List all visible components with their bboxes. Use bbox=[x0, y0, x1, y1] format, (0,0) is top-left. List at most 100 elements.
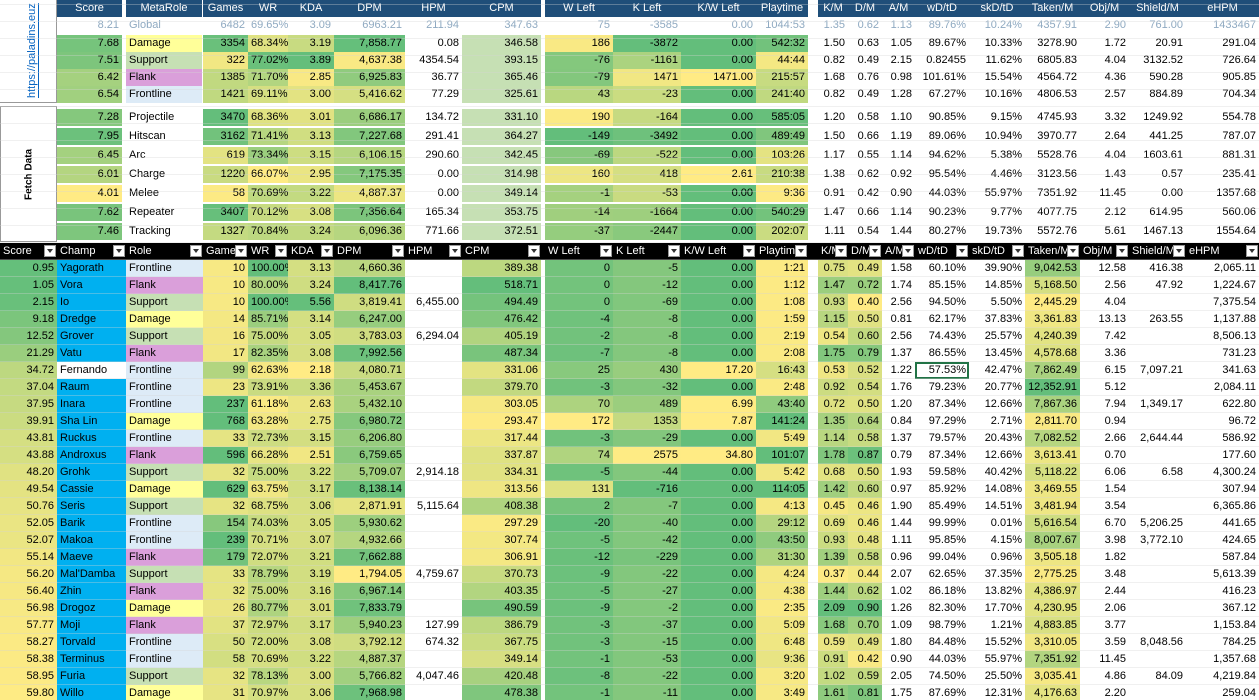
champ-row-15-cell-3[interactable]: 154 bbox=[203, 515, 248, 532]
champ-row-13-cell-8[interactable]: 313.56 bbox=[462, 481, 541, 498]
role-row-1-cell-14[interactable]: 2.15 bbox=[882, 52, 915, 69]
champ-row-9-cell-13[interactable]: 1.35 bbox=[818, 413, 848, 430]
champ-row-22-cell-13[interactable]: 0.59 bbox=[818, 634, 848, 651]
champ-row-7-cell-1[interactable]: Raum bbox=[57, 379, 126, 396]
champ-row-2-cell-8[interactable]: 494.49 bbox=[462, 294, 541, 311]
champ-row-10-cell-3[interactable]: 33 bbox=[203, 430, 248, 447]
champ-row-9-cell-8[interactable]: 293.47 bbox=[462, 413, 541, 430]
top-header-3[interactable]: WR bbox=[248, 0, 288, 17]
champ-row-24-cell-5[interactable]: 3.00 bbox=[288, 668, 334, 685]
type-row-2-cell-18[interactable]: 4.04 bbox=[1080, 147, 1129, 164]
champ-row-6-cell-1[interactable]: Fernando bbox=[57, 362, 126, 379]
role-row-0-cell-6[interactable]: 0.08 bbox=[405, 35, 462, 52]
global-cell-7[interactable]: 347.63 bbox=[462, 17, 541, 34]
champ-row-7-cell-18[interactable]: 12,352.91 bbox=[1025, 379, 1080, 396]
champ-row-6-cell-3[interactable]: 99 bbox=[203, 362, 248, 379]
champ-row-4-cell-13[interactable]: 0.54 bbox=[818, 328, 848, 345]
champ-row-19-cell-8[interactable]: 403.35 bbox=[462, 583, 541, 600]
champ-row-19-cell-13[interactable]: 1.44 bbox=[818, 583, 848, 600]
type-row-0-cell-6[interactable]: 134.72 bbox=[405, 109, 462, 126]
global-cell-15[interactable]: 89.76% bbox=[915, 17, 969, 34]
champ-row-9-cell-15[interactable]: 0.84 bbox=[882, 413, 915, 430]
champ-row-24-cell-8[interactable]: 420.48 bbox=[462, 668, 541, 685]
type-row-4-cell-6[interactable]: 0.00 bbox=[405, 185, 462, 202]
champ-row-24-cell-18[interactable]: 3,035.41 bbox=[1025, 668, 1080, 685]
filter-header-6[interactable]: DPM bbox=[334, 243, 405, 260]
type-row-2-cell-17[interactable]: 5528.76 bbox=[1025, 147, 1080, 164]
top-header-10[interactable]: K/W Left bbox=[681, 0, 756, 17]
filter-header-7[interactable]: HPM bbox=[405, 243, 462, 260]
filter-header-11[interactable]: K/W Left bbox=[681, 243, 756, 260]
filter-header-17[interactable]: skD/tD bbox=[969, 243, 1025, 260]
champ-row-25-cell-18[interactable]: 4,176.63 bbox=[1025, 685, 1080, 700]
champ-row-1-cell-15[interactable]: 1.74 bbox=[882, 277, 915, 294]
champ-row-22-cell-15[interactable]: 1.80 bbox=[882, 634, 915, 651]
champ-row-23-cell-15[interactable]: 0.90 bbox=[882, 651, 915, 668]
type-row-0-cell-19[interactable]: 1249.92 bbox=[1129, 109, 1186, 126]
type-row-2-cell-2[interactable]: 619 bbox=[203, 147, 248, 164]
champ-row-15-cell-4[interactable]: 74.03% bbox=[248, 515, 288, 532]
type-row-2-cell-19[interactable]: 1603.61 bbox=[1129, 147, 1186, 164]
champ-row-12-cell-4[interactable]: 75.00% bbox=[248, 464, 288, 481]
champ-row-1-cell-6[interactable]: 8,417.76 bbox=[334, 277, 405, 294]
champ-row-2-cell-1[interactable]: Io bbox=[57, 294, 126, 311]
role-row-3-cell-16[interactable]: 10.16% bbox=[969, 86, 1025, 103]
champ-row-19-cell-5[interactable]: 3.16 bbox=[288, 583, 334, 600]
champ-row-13-cell-6[interactable]: 8,138.14 bbox=[334, 481, 405, 498]
type-row-4-cell-13[interactable]: 0.42 bbox=[848, 185, 882, 202]
champ-row-13-cell-19[interactable]: 1.54 bbox=[1080, 481, 1129, 498]
champ-row-13-cell-7[interactable] bbox=[405, 481, 462, 498]
type-row-4-cell-20[interactable]: 1357.68 bbox=[1186, 185, 1259, 202]
type-row-5-cell-12[interactable]: 1.47 bbox=[818, 204, 848, 221]
champ-row-5-cell-19[interactable]: 3.36 bbox=[1080, 345, 1129, 362]
type-row-1-cell-14[interactable]: 1.19 bbox=[882, 128, 915, 145]
champ-row-12-cell-6[interactable]: 5,709.07 bbox=[334, 464, 405, 481]
type-row-4-cell-12[interactable]: 0.91 bbox=[818, 185, 848, 202]
champ-row-15-cell-21[interactable]: 441.65 bbox=[1186, 515, 1259, 532]
champ-row-3-cell-2[interactable]: Damage bbox=[126, 311, 203, 328]
type-row-5-cell-5[interactable]: 7,356.64 bbox=[334, 204, 405, 221]
champ-row-9-cell-11[interactable]: 7.87 bbox=[681, 413, 756, 430]
champ-row-11-cell-7[interactable] bbox=[405, 447, 462, 464]
champ-row-9-cell-7[interactable] bbox=[405, 413, 462, 430]
champ-row-0-cell-12[interactable]: 1:21 bbox=[756, 260, 808, 277]
champ-row-14-cell-4[interactable]: 68.75% bbox=[248, 498, 288, 515]
champ-row-14-cell-11[interactable]: 0.00 bbox=[681, 498, 756, 515]
type-row-0-cell-16[interactable]: 9.15% bbox=[969, 109, 1025, 126]
champ-row-15-cell-15[interactable]: 1.44 bbox=[882, 515, 915, 532]
champ-row-24-cell-1[interactable]: Furia bbox=[57, 668, 126, 685]
role-row-3-cell-3[interactable]: 69.11% bbox=[248, 86, 288, 103]
role-row-1-cell-3[interactable]: 77.02% bbox=[248, 52, 288, 69]
champ-row-2-cell-7[interactable]: 6,455.00 bbox=[405, 294, 462, 311]
champ-row-14-cell-18[interactable]: 3,481.94 bbox=[1025, 498, 1080, 515]
role-row-0-cell-3[interactable]: 68.34% bbox=[248, 35, 288, 52]
type-row-4-cell-3[interactable]: 70.69% bbox=[248, 185, 288, 202]
champ-row-11-cell-12[interactable]: 101:07 bbox=[756, 447, 808, 464]
top-header-17[interactable]: Taken/M bbox=[1025, 0, 1080, 17]
champ-row-12-cell-10[interactable]: -44 bbox=[613, 464, 681, 481]
champ-row-7-cell-2[interactable]: Frontline bbox=[126, 379, 203, 396]
champ-row-14-cell-5[interactable]: 3.06 bbox=[288, 498, 334, 515]
type-row-3-cell-3[interactable]: 66.07% bbox=[248, 166, 288, 183]
role-row-0-cell-13[interactable]: 0.63 bbox=[848, 35, 882, 52]
champ-row-24-cell-4[interactable]: 78.13% bbox=[248, 668, 288, 685]
filter-header-5[interactable]: KDA bbox=[288, 243, 334, 260]
type-row-1-cell-3[interactable]: 71.41% bbox=[248, 128, 288, 145]
fetch-data-button[interactable] bbox=[0, 106, 57, 242]
champ-row-18-cell-11[interactable]: 0.00 bbox=[681, 566, 756, 583]
type-row-5-cell-20[interactable]: 560.06 bbox=[1186, 204, 1259, 221]
type-row-6-cell-1[interactable]: Tracking bbox=[126, 223, 202, 240]
role-row-3-cell-1[interactable]: Frontline bbox=[126, 86, 202, 103]
champ-row-3-cell-21[interactable]: 1,137.88 bbox=[1186, 311, 1259, 328]
champ-row-11-cell-2[interactable]: Flank bbox=[126, 447, 203, 464]
champ-row-18-cell-13[interactable]: 0.37 bbox=[818, 566, 848, 583]
champ-row-22-cell-19[interactable]: 3.59 bbox=[1080, 634, 1129, 651]
type-row-2-cell-12[interactable]: 1.17 bbox=[818, 147, 848, 164]
champ-row-0-cell-20[interactable]: 416.38 bbox=[1129, 260, 1186, 277]
champ-row-19-cell-10[interactable]: -27 bbox=[613, 583, 681, 600]
champ-row-4-cell-0[interactable]: 12.52 bbox=[0, 328, 57, 345]
champ-row-17-cell-19[interactable]: 1.82 bbox=[1080, 549, 1129, 566]
type-row-1-cell-5[interactable]: 7,227.68 bbox=[334, 128, 405, 145]
global-cell-5[interactable]: 6963.21 bbox=[334, 17, 405, 34]
champ-row-20-cell-3[interactable]: 26 bbox=[203, 600, 248, 617]
